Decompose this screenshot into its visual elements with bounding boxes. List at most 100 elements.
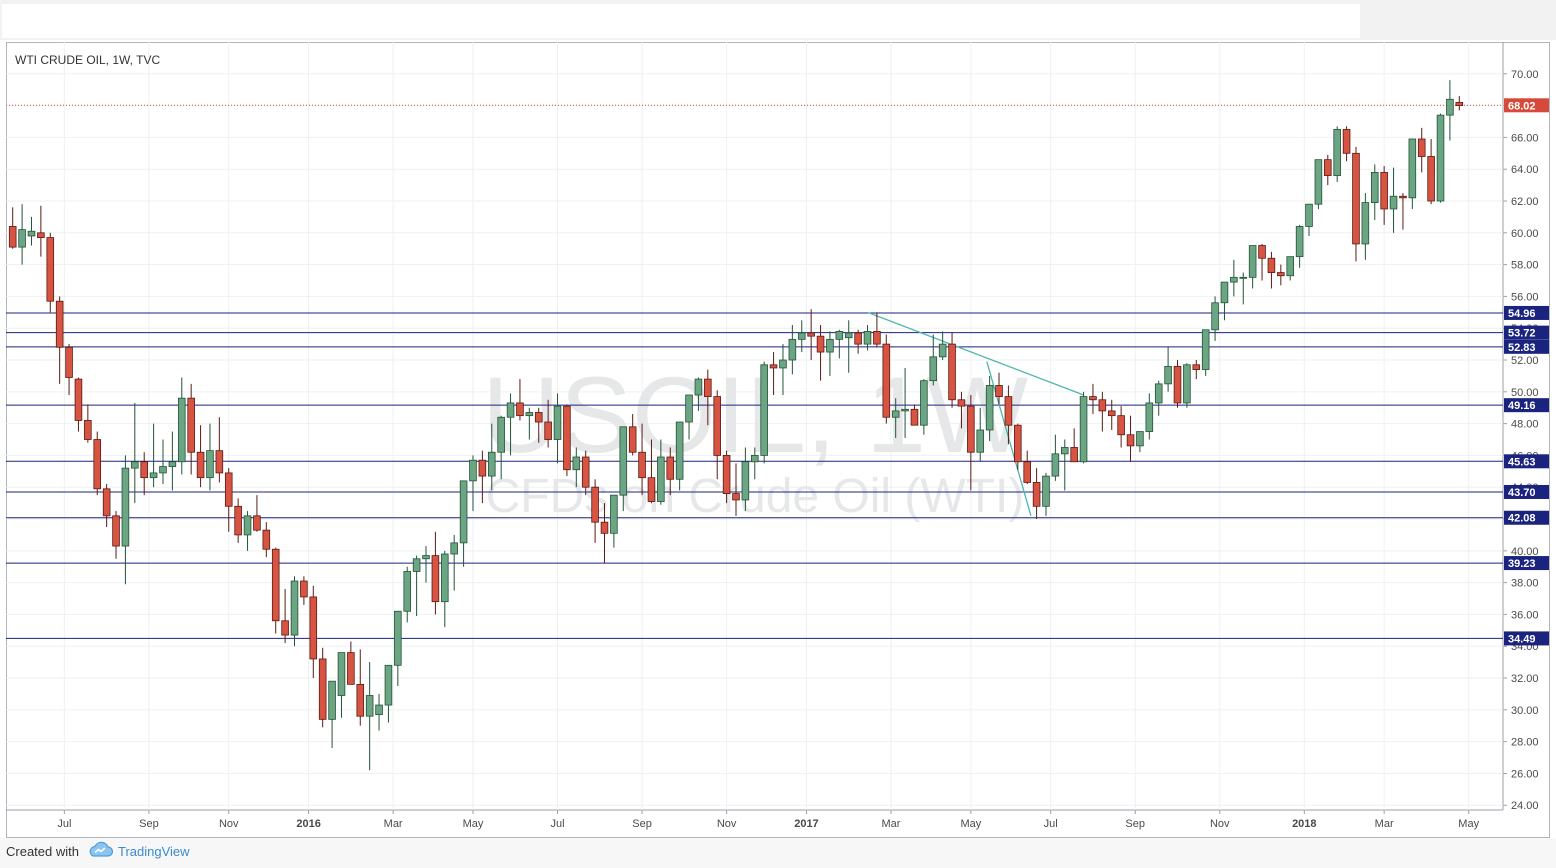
candle-body [1370, 171, 1379, 203]
candle-body [497, 416, 505, 453]
candle-body [318, 658, 327, 720]
candle [788, 325, 797, 375]
candle [1079, 391, 1088, 464]
time-axis-ticks: Jul Sep Nov 2016 Mar May Jul Sep Nov 2017 Mar May Ju… [57, 810, 1480, 830]
candle-body [262, 529, 271, 550]
price-tick-label: 66.00 [1511, 132, 1539, 144]
price-tick-label: 40.00 [1511, 546, 1539, 558]
cloud-icon [87, 841, 114, 864]
candle-body [666, 456, 675, 480]
candle-body [37, 232, 45, 238]
candle [1389, 167, 1398, 233]
candle-body [469, 459, 477, 482]
candle [1239, 272, 1248, 305]
tradingview-link[interactable]: TradingView [118, 844, 190, 859]
candle-body [347, 652, 355, 685]
candle [891, 398, 900, 438]
candle [563, 404, 571, 477]
candle-body [544, 421, 552, 440]
candle-body [1436, 114, 1445, 202]
candle [920, 379, 928, 435]
candle-body [112, 515, 120, 547]
candle [666, 447, 675, 496]
candle [1004, 385, 1013, 445]
symbol-search-input[interactable] [2, 4, 1360, 38]
candlestick-chart[interactable]: USOIL, 1W CFDs on Crude Oil (WTI) 70.00 6… [6, 42, 1550, 838]
candle-body [487, 451, 496, 477]
candle [1277, 264, 1285, 286]
candle-body [581, 456, 590, 488]
candle [8, 207, 17, 249]
candle-body [375, 704, 383, 715]
candle [1399, 193, 1407, 230]
candle [478, 450, 487, 504]
candle-body [938, 343, 947, 358]
candle [121, 455, 130, 585]
candle [732, 463, 740, 516]
candle [431, 531, 440, 615]
candle-body [74, 378, 83, 421]
candle-body [751, 455, 759, 463]
candle-body [1258, 245, 1266, 259]
candle-body [882, 343, 891, 418]
candle-body [140, 461, 148, 479]
candle [1126, 415, 1135, 462]
candle-body [1408, 138, 1417, 199]
time-tick-label: Mar [1375, 818, 1394, 830]
candle-body [957, 399, 966, 407]
candle [18, 204, 26, 265]
price-tick-label: 30.00 [1511, 705, 1539, 717]
candle-body [760, 364, 768, 456]
candle-body [675, 421, 684, 480]
level-label-bg [1504, 454, 1549, 469]
candle-body [732, 493, 740, 501]
time-tick-label: 2016 [296, 818, 320, 830]
price-tick-label: 60.00 [1511, 228, 1539, 240]
candle-body [1089, 396, 1097, 401]
candle-body [187, 397, 195, 453]
candle [647, 439, 656, 504]
candle [196, 425, 205, 488]
candle-body [1154, 383, 1163, 404]
candle [553, 393, 562, 464]
candle-body [835, 330, 844, 340]
candle-body [1267, 257, 1276, 273]
candle [168, 431, 177, 491]
candle [441, 550, 449, 628]
price-tick-label: 36.00 [1511, 609, 1539, 621]
candle [581, 450, 590, 496]
candle-body [1183, 364, 1191, 404]
candle [1267, 251, 1276, 289]
price-tick-label: 28.00 [1511, 737, 1539, 749]
candle [741, 447, 750, 512]
candle-body [807, 332, 815, 337]
candle-body [27, 230, 36, 237]
candle [1248, 245, 1257, 289]
candle-body [459, 480, 468, 544]
chart-area[interactable]: USOIL, 1W CFDs on Crude Oil (WTI) 70.00 6… [6, 42, 1550, 838]
candle-body [431, 555, 440, 603]
time-tick-label: Jul [57, 818, 71, 830]
price-tick-label: 62.00 [1511, 196, 1539, 208]
time-tick-label: Sep [1125, 818, 1145, 830]
candle-body [1079, 396, 1088, 463]
candle-body [1248, 245, 1257, 278]
candle [1107, 399, 1116, 430]
time-tick-label: Jul [1044, 818, 1058, 830]
candle-body [657, 456, 665, 502]
level-label: 42.08 [1508, 513, 1536, 525]
candle [901, 367, 909, 438]
candle-body [159, 466, 167, 474]
candle [722, 450, 731, 504]
candle [300, 576, 308, 605]
candle [1258, 243, 1266, 281]
candle [948, 332, 956, 408]
candle [55, 296, 64, 384]
candle [713, 390, 721, 480]
candle [1295, 224, 1304, 268]
price-tick-label: 52.00 [1511, 355, 1539, 367]
price-tick-label: 24.00 [1511, 800, 1539, 812]
candle-body [1126, 434, 1135, 447]
candle [957, 391, 966, 429]
candle-body [196, 451, 205, 479]
